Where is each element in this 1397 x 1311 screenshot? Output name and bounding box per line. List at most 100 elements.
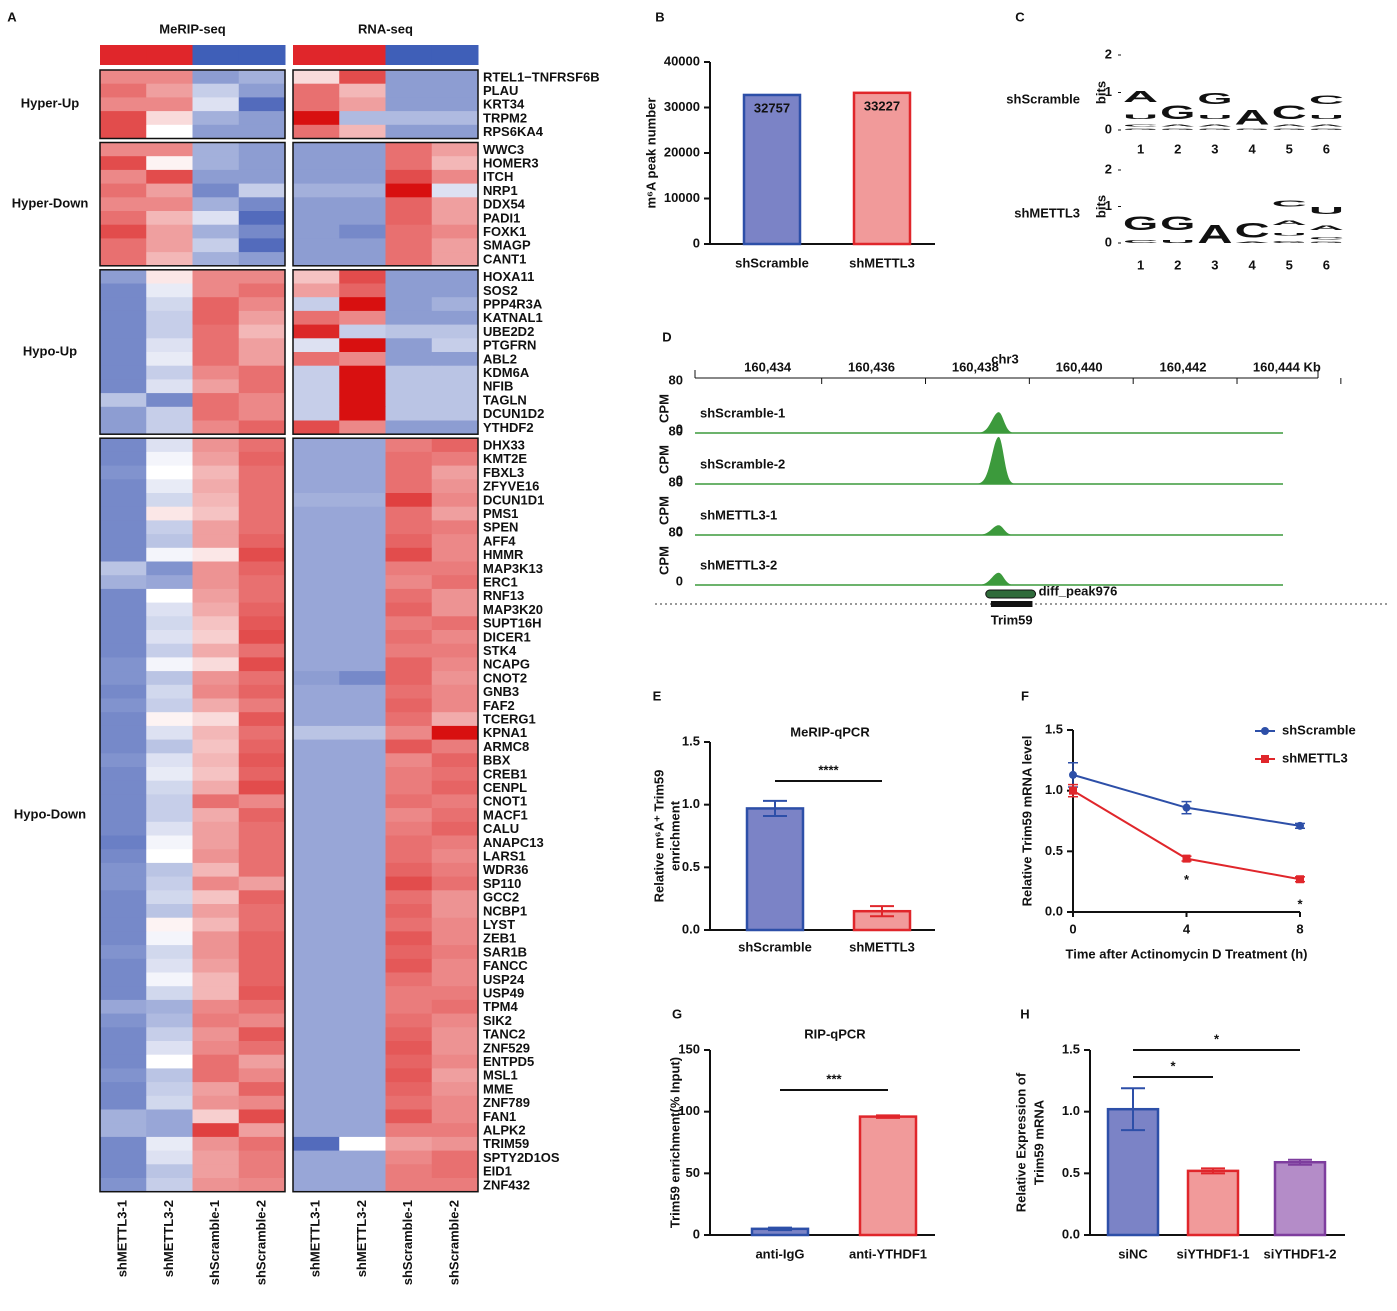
heat-cell <box>385 465 433 480</box>
heat-cell <box>100 1027 147 1042</box>
legend-label: shScramble <box>1282 722 1356 737</box>
heat-cell <box>146 1164 193 1179</box>
heat-cell <box>100 1178 147 1193</box>
heat-cell <box>293 420 340 435</box>
heat-cell <box>339 393 386 408</box>
gene-label: USP49 <box>483 985 524 1000</box>
heat-cell <box>238 575 286 590</box>
heat-cell <box>339 767 386 782</box>
heat-cell <box>293 283 340 298</box>
heat-cell <box>339 630 386 645</box>
heat-cell <box>385 547 433 562</box>
heat-cell <box>192 890 240 905</box>
logo-letter: G <box>1197 91 1232 108</box>
heat-cell <box>385 972 433 987</box>
heat-cell <box>192 479 240 494</box>
heat-cell <box>192 630 240 645</box>
heat-cell <box>385 986 433 1001</box>
heat-cell <box>385 767 433 782</box>
logo-letter: G <box>1160 129 1195 130</box>
heat-cell <box>339 506 386 521</box>
heat-cell <box>146 465 193 480</box>
panel-label: C <box>1015 9 1025 24</box>
heat-cell <box>192 794 240 809</box>
heat-cell <box>385 1013 433 1028</box>
heat-cell <box>100 479 147 494</box>
heat-cell <box>192 97 240 112</box>
heat-cell <box>293 124 340 139</box>
heat-cell <box>238 420 286 435</box>
heat-cell <box>146 156 193 171</box>
heat-cell <box>339 712 386 727</box>
heat-cell <box>385 83 433 98</box>
heat-cell <box>146 657 193 672</box>
logo-letter: U <box>1272 232 1307 237</box>
y-tick-label: 0 <box>1105 121 1112 136</box>
heat-cell <box>100 986 147 1001</box>
heat-cell <box>431 211 479 226</box>
heat-cell <box>100 365 147 380</box>
heat-cell <box>293 156 340 171</box>
heat-cell <box>238 712 286 727</box>
heat-cell <box>293 780 340 795</box>
heat-cell <box>339 1150 386 1165</box>
gene-label: EID1 <box>483 1164 512 1179</box>
heat-cell <box>431 124 479 139</box>
heat-cell <box>293 876 340 891</box>
heat-cell <box>238 465 286 480</box>
heat-cell <box>293 365 340 380</box>
heat-cell <box>293 224 340 239</box>
heat-cell <box>238 616 286 631</box>
heat-cell <box>146 630 193 645</box>
heat-cell <box>293 534 340 549</box>
heat-cell <box>385 283 433 298</box>
heat-cell <box>146 352 193 367</box>
gene-label: KATNAL1 <box>483 310 543 325</box>
y-tick-label: 0 <box>676 421 683 436</box>
heat-cell <box>192 379 240 394</box>
heat-cell <box>100 753 147 768</box>
logo-letter: G <box>1272 129 1307 130</box>
heat-cell <box>339 999 386 1014</box>
heat-cell <box>100 406 147 421</box>
heat-cell <box>100 338 147 353</box>
heat-cell <box>192 1068 240 1083</box>
heat-cell <box>431 753 479 768</box>
heat-cell <box>293 352 340 367</box>
position-label: 2 <box>1174 257 1181 272</box>
position-label: 1 <box>1137 141 1144 156</box>
gene-label: YTHDF2 <box>483 420 534 435</box>
heat-cell <box>431 917 479 932</box>
heat-cell <box>192 725 240 740</box>
gene-label: PMS1 <box>483 506 518 521</box>
heat-cell <box>385 393 433 408</box>
heat-cell <box>431 999 479 1014</box>
heat-cell <box>100 238 147 253</box>
column-label: shMETTL3-1 <box>115 1200 130 1277</box>
y-tick-label: 80 <box>669 423 683 438</box>
heat-cell <box>146 269 193 284</box>
heat-cell <box>385 1164 433 1179</box>
heat-cell <box>339 297 386 312</box>
heat-cell <box>431 1082 479 1097</box>
heat-cell <box>192 169 240 184</box>
heat-cell <box>385 352 433 367</box>
heat-cell <box>238 753 286 768</box>
heat-cell <box>385 1150 433 1165</box>
heat-cell <box>192 297 240 312</box>
heat-cell <box>385 269 433 284</box>
heat-cell <box>146 224 193 239</box>
heat-cell <box>293 297 340 312</box>
y-axis-label: CPM <box>656 445 671 474</box>
heat-cell <box>238 739 286 754</box>
heat-cell <box>146 1178 193 1193</box>
heat-cell <box>146 794 193 809</box>
heat-cell <box>431 1027 479 1042</box>
heat-cell <box>293 1041 340 1056</box>
heat-cell <box>100 111 147 126</box>
group-label: Hyper-Up <box>21 96 80 111</box>
heat-cell <box>238 862 286 877</box>
heat-cell <box>146 534 193 549</box>
heat-cell <box>100 1013 147 1028</box>
heat-cell <box>146 616 193 631</box>
